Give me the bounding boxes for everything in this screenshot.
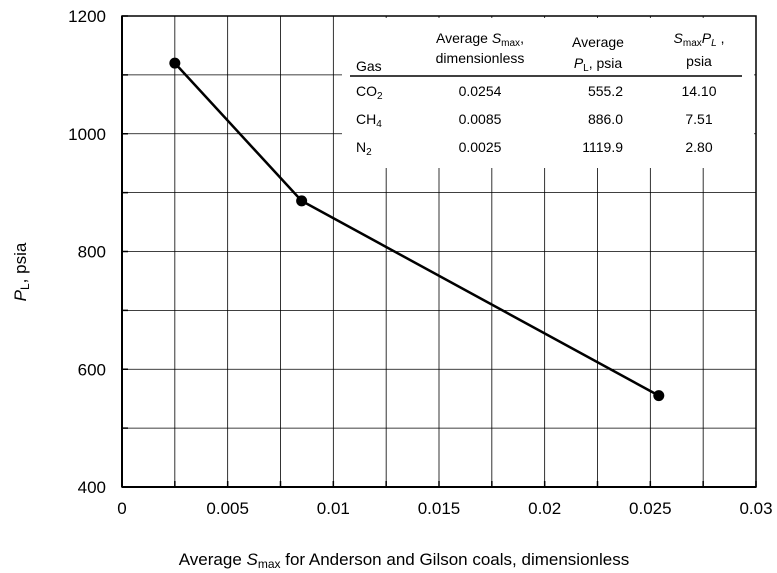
x-axis-title: Average Smax for Anderson and Gilson coa…: [179, 550, 629, 571]
table-cell-gas: CH4: [356, 111, 382, 130]
table-cell-pl: 886.0: [588, 111, 623, 127]
axis-ticks: [121, 15, 757, 488]
data-table-background: [342, 18, 754, 168]
x-tick-label: 0.005: [206, 499, 249, 518]
y-tick-label: 800: [78, 243, 106, 262]
series-group: [169, 57, 665, 402]
table-cell-pl: 1119.9: [582, 139, 623, 155]
table-cell-gas: CO2: [356, 83, 383, 102]
data-point: [653, 390, 665, 402]
y-tick-label: 1200: [68, 7, 106, 26]
x-tick-label: 0.02: [528, 499, 561, 518]
x-tick-label: 0.03: [739, 499, 772, 518]
table-header-smax-line1: Average Smax,: [436, 30, 524, 49]
table-cell-smax: 0.0025: [459, 139, 502, 155]
x-tick-label: 0.025: [629, 499, 672, 518]
data-table: Gas Average Smax, dimensionless Average …: [350, 30, 742, 158]
table-cell-product: 14.10: [681, 83, 716, 99]
tick-labels: 0 0.005 0.01 0.015 0.02 0.025 0.03 400 600 800 100…: [68, 7, 772, 518]
table-cell-product: 2.80: [685, 139, 712, 155]
table-header-pl-line1: Average: [572, 34, 624, 50]
table-cell-pl: 555.2: [588, 83, 623, 99]
table-cell-gas: N2: [356, 139, 372, 158]
table-header-product-line1: SmaxPL ,: [674, 30, 725, 49]
x-tick-label: 0: [117, 499, 126, 518]
table-header-product-line2: psia: [686, 53, 712, 69]
y-tick-label: 400: [78, 478, 106, 497]
table-cell-smax: 0.0254: [459, 83, 502, 99]
table-cell-product: 7.51: [685, 111, 712, 127]
data-point: [296, 195, 308, 207]
x-tick-label: 0.015: [418, 499, 461, 518]
y-axis-title: PL, psia: [11, 242, 32, 301]
y-tick-label: 1000: [68, 125, 106, 144]
table-header-gas: Gas: [356, 58, 382, 74]
table-header-pl-line2: PL, psia: [574, 55, 623, 74]
table-cell-smax: 0.0085: [459, 111, 502, 127]
data-point: [169, 57, 181, 69]
x-tick-label: 0.01: [317, 499, 350, 518]
y-tick-label: 600: [78, 360, 106, 379]
table-header-smax-line2: dimensionless: [436, 50, 525, 66]
